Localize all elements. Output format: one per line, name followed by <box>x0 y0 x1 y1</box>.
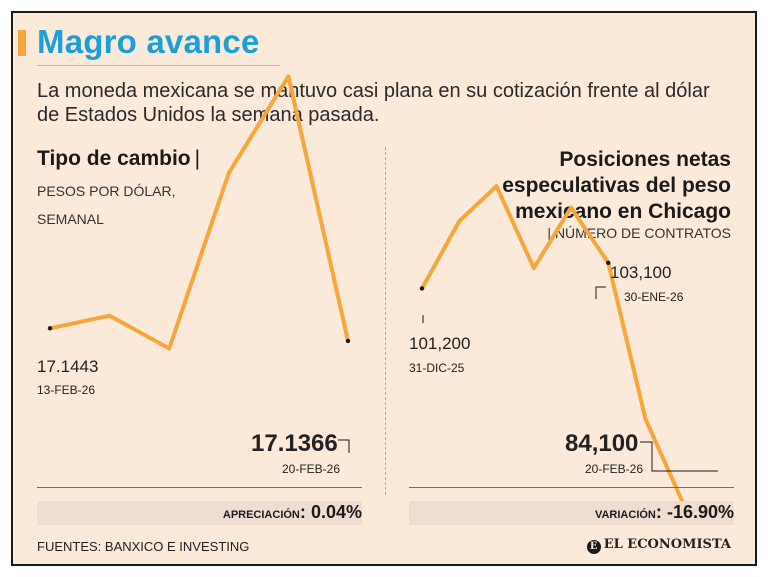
left-chart-title-text: Tipo de cambio <box>37 147 191 170</box>
right-status-text: Variación: -16.90% <box>595 502 734 523</box>
right-end-value: 84,100 <box>565 430 639 457</box>
sources-note: Fuentes: Banxico e Investing <box>37 539 250 554</box>
brand-name: EL ECONOMISTA <box>603 537 731 552</box>
right-status-label: Variación <box>594 509 656 521</box>
title-accent-bar <box>18 30 26 56</box>
positions-point-0 <box>419 286 425 291</box>
brand-mark-icon: E <box>586 540 601 554</box>
exchange-rate-points <box>47 76 351 349</box>
left-start-date: 13-FEB-26 <box>37 383 96 397</box>
left-chart-subtitle: Pesos por dólar, semanal <box>37 177 237 233</box>
infographic-frame: Magro avance La moneda mexicana se mantu… <box>11 11 757 566</box>
left-status-colon: : <box>299 502 306 522</box>
positions-point-5 <box>606 260 611 266</box>
title-underline <box>37 65 280 66</box>
right-status-box: Variación: -16.90% <box>409 501 734 525</box>
right-status-value: -16.90% <box>666 502 734 522</box>
leader-right-end <box>640 441 718 472</box>
exchange-rate-point-0 <box>47 326 53 331</box>
right-end-date: 20-FEB-26 <box>585 462 644 476</box>
left-chart-title: Tipo de cambio | <box>37 147 200 171</box>
panel-divider <box>385 147 386 495</box>
left-status-box: Apreciación: 0.04% <box>37 501 362 525</box>
left-end-date: 20-FEB-26 <box>282 462 341 476</box>
left-status-text: Apreciación: 0.04% <box>223 502 362 523</box>
exchange-rate-line <box>48 74 350 351</box>
right-start-date: 31-DIC-25 <box>409 361 465 375</box>
left-start-value: 17.1443 <box>37 357 99 376</box>
right-chart-subtitle: | Número de contratos <box>547 225 731 241</box>
right-status-rule <box>409 487 734 488</box>
left-chart-subtitle-line1: Pesos por dólar, <box>37 183 176 199</box>
left-chart-subtitle-line2: semanal <box>37 211 104 227</box>
right-chart-title-line1: Posiciones netas <box>559 148 731 171</box>
leader-right-mid <box>595 286 606 299</box>
leader-left-end <box>338 439 350 453</box>
left-end-value: 17.1366 <box>251 430 338 457</box>
left-status-label: Apreciación <box>222 509 300 521</box>
annotation-leaders <box>338 286 718 472</box>
right-mid-value: 103,100 <box>610 263 672 282</box>
left-status-value: 0.04% <box>310 502 362 522</box>
right-chart-title: Posiciones netas especulativas del peso … <box>431 147 731 225</box>
page-title: Magro avance <box>37 23 260 60</box>
left-status-rule <box>37 487 362 488</box>
right-chart-title-line3: mexicano en Chicago <box>515 200 731 223</box>
exchange-rate-point-5 <box>345 338 351 344</box>
right-chart-title-line2: especulativas del peso <box>502 174 731 197</box>
right-start-value: 101,200 <box>409 334 471 353</box>
right-mid-date: 30-ENE-26 <box>624 290 684 304</box>
left-chart-title-bar: | <box>194 147 201 170</box>
right-status-colon: : <box>655 502 662 522</box>
brand-logo: E EL ECONOMISTA <box>586 537 731 554</box>
